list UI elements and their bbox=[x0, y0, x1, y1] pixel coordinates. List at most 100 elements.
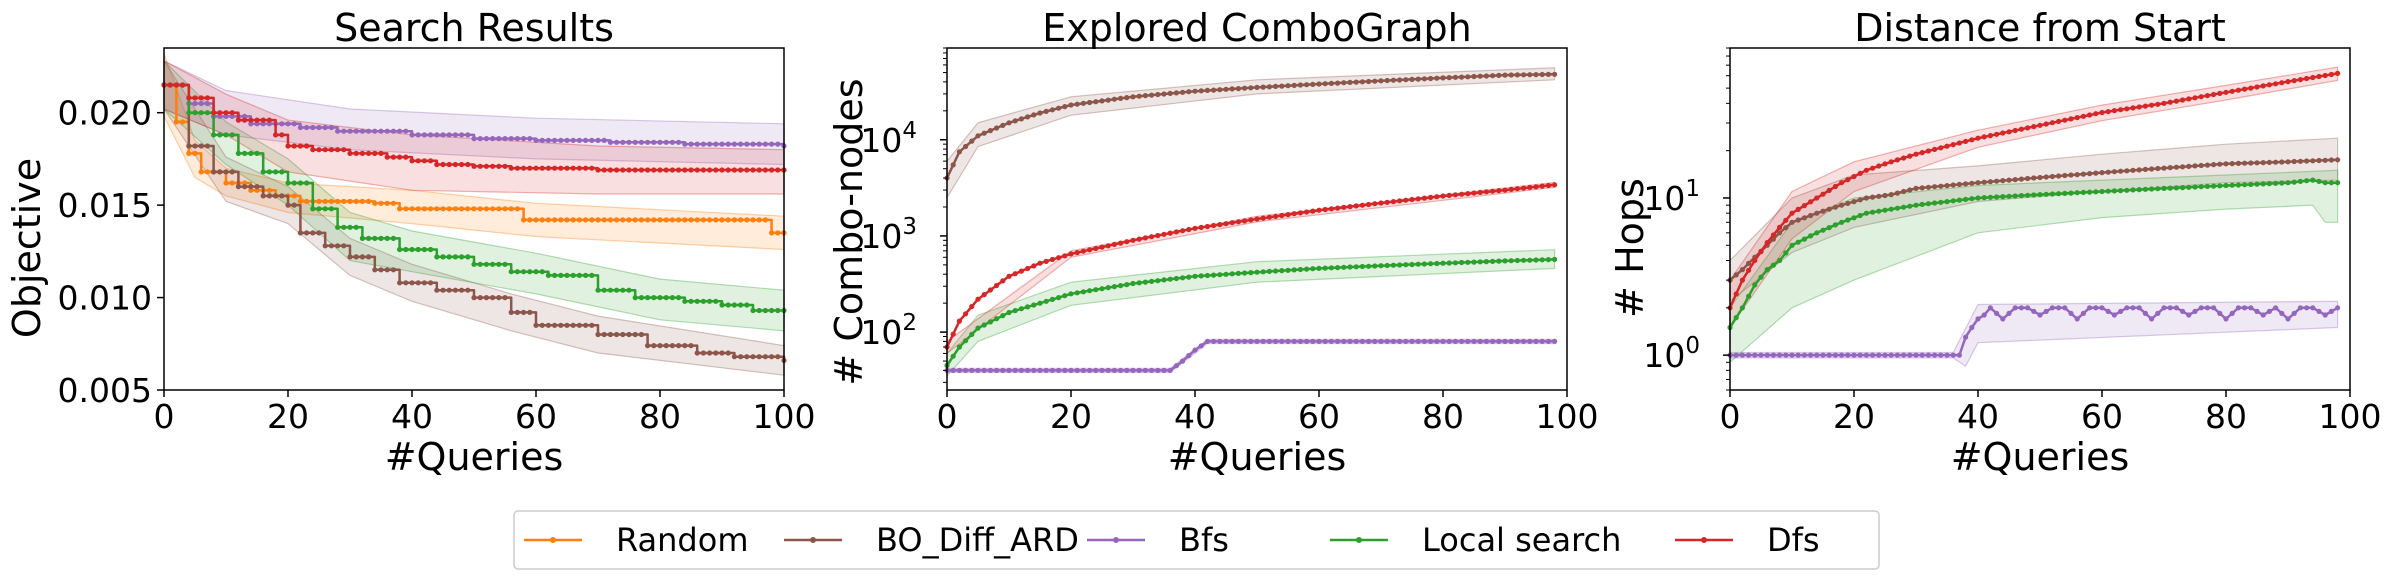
data-point bbox=[1043, 258, 1049, 264]
data-point bbox=[353, 128, 359, 134]
data-point bbox=[260, 193, 266, 199]
data-point bbox=[1223, 86, 1229, 92]
data-point bbox=[558, 322, 564, 328]
data-point bbox=[483, 163, 489, 169]
data-point bbox=[1764, 240, 1770, 246]
data-point bbox=[1981, 312, 1987, 318]
data-point bbox=[2149, 166, 2155, 172]
data-point bbox=[2118, 168, 2124, 174]
data-point bbox=[2161, 100, 2167, 106]
data-point bbox=[291, 202, 297, 208]
data-point bbox=[614, 217, 620, 223]
data-point bbox=[1421, 338, 1427, 344]
data-point bbox=[1378, 263, 1384, 269]
data-point bbox=[2192, 95, 2198, 101]
data-point bbox=[775, 141, 781, 147]
data-point bbox=[1223, 271, 1229, 277]
data-point bbox=[2217, 90, 2223, 96]
data-point bbox=[1870, 352, 1876, 358]
data-point bbox=[1533, 338, 1539, 344]
data-point bbox=[1167, 90, 1173, 96]
data-point bbox=[1907, 203, 1913, 209]
data-point bbox=[1789, 352, 1795, 358]
data-point bbox=[1795, 239, 1801, 245]
data-point bbox=[1192, 225, 1198, 231]
data-point bbox=[2018, 305, 2024, 311]
data-point bbox=[1888, 352, 1894, 358]
data-point bbox=[2235, 160, 2241, 166]
data-point bbox=[694, 217, 700, 223]
data-point bbox=[601, 217, 607, 223]
data-point bbox=[1260, 269, 1266, 275]
data-point bbox=[2018, 193, 2024, 199]
data-point bbox=[1533, 72, 1539, 78]
data-point bbox=[738, 167, 744, 173]
data-point bbox=[564, 137, 570, 143]
data-point bbox=[409, 132, 415, 138]
data-point bbox=[1359, 79, 1365, 85]
data-point bbox=[1814, 352, 1820, 358]
data-point bbox=[1049, 367, 1055, 373]
data-point bbox=[328, 243, 334, 249]
data-point bbox=[415, 132, 421, 138]
legend-label: Dfs bbox=[1767, 521, 1820, 559]
data-point bbox=[719, 302, 725, 308]
data-point bbox=[688, 141, 694, 147]
data-point bbox=[372, 150, 378, 156]
data-point bbox=[1316, 81, 1322, 87]
data-point bbox=[707, 350, 713, 356]
data-point bbox=[242, 180, 248, 186]
data-point bbox=[1795, 206, 1801, 212]
series-markers-dfs bbox=[944, 182, 1558, 350]
data-point bbox=[1130, 237, 1136, 243]
data-point bbox=[638, 167, 645, 173]
x-tick-label: 60 bbox=[1298, 397, 1340, 436]
data-point bbox=[626, 217, 632, 223]
data-point bbox=[1142, 367, 1148, 373]
data-point bbox=[1397, 77, 1403, 83]
x-tick-label: 20 bbox=[267, 397, 309, 436]
data-point bbox=[762, 141, 769, 147]
data-point bbox=[1733, 291, 1739, 297]
data-point bbox=[645, 139, 651, 145]
data-point bbox=[1155, 367, 1161, 373]
data-point bbox=[1390, 338, 1396, 344]
data-point bbox=[762, 217, 769, 223]
data-point bbox=[1739, 267, 1745, 273]
data-point bbox=[2068, 190, 2074, 196]
data-point bbox=[2186, 163, 2192, 169]
data-point bbox=[384, 200, 390, 206]
data-point bbox=[2310, 158, 2316, 164]
data-point bbox=[2118, 107, 2124, 113]
data-point bbox=[1248, 338, 1254, 344]
data-point bbox=[1366, 201, 1372, 208]
data-point bbox=[2037, 192, 2043, 198]
data-point bbox=[981, 367, 987, 373]
data-point bbox=[353, 224, 359, 230]
data-point bbox=[963, 338, 969, 344]
data-point bbox=[1304, 82, 1310, 88]
y-tick-label: 102 bbox=[860, 310, 917, 352]
data-point bbox=[378, 267, 384, 273]
data-point bbox=[279, 193, 285, 199]
data-point bbox=[1192, 88, 1198, 94]
data-point bbox=[328, 124, 334, 131]
data-point bbox=[1857, 212, 1863, 219]
data-point bbox=[452, 206, 458, 212]
data-point bbox=[2037, 312, 2043, 318]
data-point bbox=[707, 298, 713, 304]
data-point bbox=[1845, 200, 1851, 206]
data-point bbox=[2043, 174, 2049, 180]
data-point bbox=[1372, 78, 1378, 84]
data-point bbox=[2235, 182, 2241, 188]
data-point bbox=[1882, 161, 1888, 167]
data-point bbox=[1335, 265, 1341, 271]
data-point bbox=[744, 141, 750, 147]
x-axis-label: #Queries bbox=[385, 435, 564, 479]
data-point bbox=[1746, 352, 1752, 358]
data-point bbox=[254, 121, 260, 127]
data-point bbox=[1012, 308, 1018, 314]
data-point bbox=[2297, 305, 2303, 311]
data-point bbox=[1808, 199, 1814, 205]
data-point bbox=[1820, 191, 1826, 197]
